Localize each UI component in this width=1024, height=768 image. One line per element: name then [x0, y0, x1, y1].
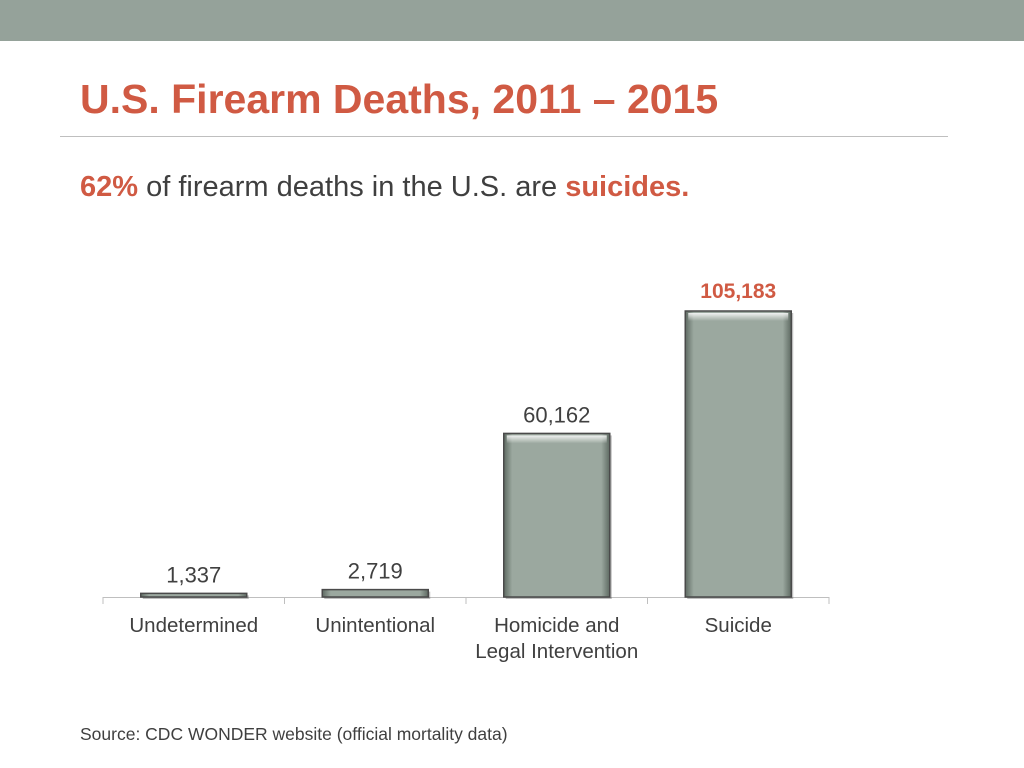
category-label: Unintentional: [315, 614, 435, 637]
top-band: [0, 0, 1024, 41]
subtitle-highlight: 62%: [80, 171, 139, 203]
category-label: Undetermined: [129, 614, 258, 637]
bars-group: [140, 310, 794, 599]
bar-3: [503, 432, 612, 599]
value-label: 1,337: [166, 562, 221, 587]
bar-rect: [503, 432, 611, 598]
bar-rect: [321, 588, 429, 598]
bar-highlight: [688, 313, 789, 321]
bar-4: [684, 310, 794, 599]
value-label: 2,719: [348, 559, 403, 584]
bar-rect: [684, 310, 792, 598]
category-label: Suicide: [705, 614, 772, 637]
bar-rect: [140, 592, 248, 598]
subtitle-text: of firearm deaths in the U.S. are: [138, 171, 566, 203]
bar-1: [140, 592, 249, 599]
subtitle: 62% of firearm deaths in the U.S. are su…: [80, 171, 689, 204]
title-divider: [60, 136, 948, 137]
source-note: Source: CDC WONDER website (official mor…: [80, 724, 508, 744]
value-label: 105,183: [700, 280, 776, 303]
subtitle-emphasis: suicides.: [565, 171, 690, 203]
bar-2: [321, 588, 431, 599]
category-label: Legal Intervention: [475, 640, 638, 663]
bar-chart: 1,337 Undetermined 2,719 Unintentional 60,16…: [102, 280, 830, 663]
value-label: 60,162: [523, 402, 590, 427]
page-title: U.S. Firearm Deaths, 2011 – 2015: [80, 76, 719, 122]
bar-highlight: [506, 435, 607, 444]
labels-group: 1,337 Undetermined 2,719 Unintentional 60,16…: [129, 280, 776, 663]
category-label: Homicide and: [494, 614, 619, 637]
